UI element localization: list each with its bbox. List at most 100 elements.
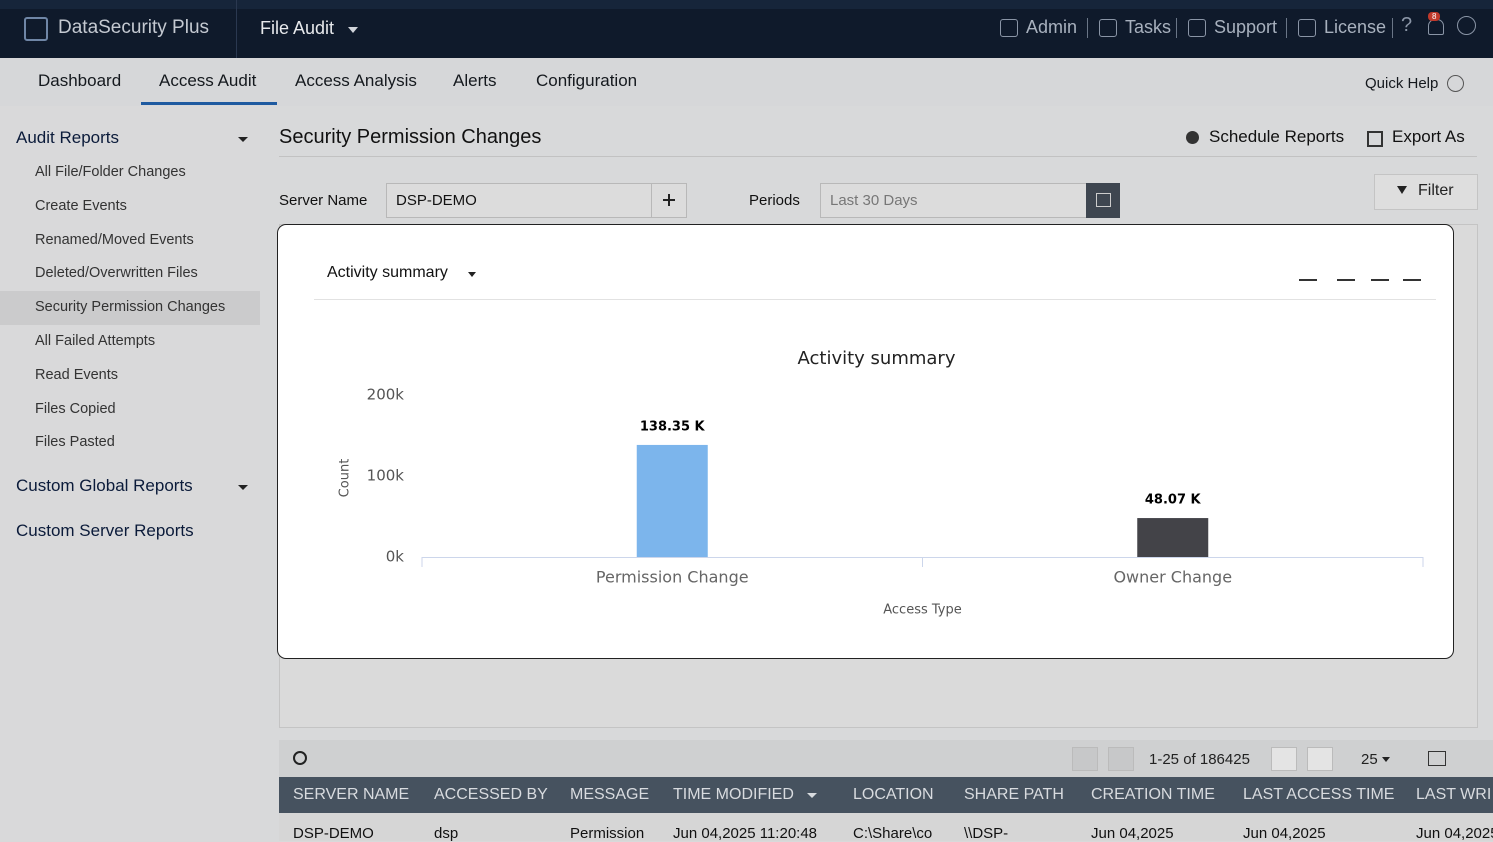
notification-badge[interactable]: 8 [1428,12,1441,21]
page-size-caret [1382,757,1390,762]
column-header[interactable]: CREATION TIME [1091,786,1215,803]
chart-tool-icon[interactable] [1299,261,1317,281]
y-tick-label: 200k [367,386,405,404]
table-cell: Jun 04,2025 [1091,825,1174,842]
nav-tab[interactable]: Access Analysis [295,71,417,90]
filter-button[interactable] [1374,174,1478,210]
pager-button[interactable] [1108,747,1134,771]
sidebar-active-row [0,291,260,326]
data-label: 48.07 K [1145,493,1202,508]
filter-label: Filter [1418,182,1454,199]
header-divider [236,0,237,58]
sidebar-caret [238,137,248,142]
server-input[interactable] [386,183,652,218]
export-icon [1367,131,1383,147]
nav-tab[interactable]: Configuration [536,71,638,90]
chart-tool-icon[interactable] [1337,261,1355,281]
header-link[interactable]: Tasks [1125,17,1172,37]
sidebar-item[interactable]: Renamed/Moved Events [35,231,194,248]
column-header[interactable]: SHARE PATH [964,786,1064,803]
column-header[interactable]: SERVER NAME [293,786,410,803]
modal-divider [314,299,1436,300]
nav-tab[interactable]: Access Audit [159,71,257,90]
bell-icon [1428,19,1444,35]
quick-help[interactable]: Quick Help [1365,75,1439,92]
chart: Activity summary Count Access Type 0k 100k 20… [338,348,1424,618]
header-separator [1176,18,1177,38]
search-icon[interactable] [293,751,307,765]
chart-tool-icon[interactable] [1371,261,1389,281]
header-top-strip [0,0,1493,9]
nav-tab[interactable]: Alerts [453,71,497,90]
bar [636,444,708,557]
chart-title: Activity summary [798,348,956,369]
chart-tool-icon[interactable] [1403,261,1421,281]
module-selector[interactable]: File Audit [260,18,335,38]
column-chooser[interactable] [1428,751,1446,766]
logo-icon [24,17,48,41]
sidebar-item[interactable]: Deleted/Overwritten Files [35,265,198,282]
header-separator [1286,18,1287,38]
column-header[interactable]: LAST WRI [1416,786,1492,803]
nav-bar [0,58,1493,106]
pager-button[interactable] [1271,747,1297,771]
sidebar-section-title[interactable]: Custom Server Reports [16,521,194,540]
page-title: Security Permission Changes [279,126,542,148]
sidebar-item[interactable]: Security Permission Changes [35,299,226,316]
pager-button[interactable] [1072,747,1098,771]
table-cell: DSP-DEMO [293,825,374,842]
header-link[interactable]: Support [1214,17,1278,37]
export-as[interactable]: Export As [1392,127,1465,146]
nav-tab[interactable]: Dashboard [38,71,122,90]
x-tick-label: Owner Change [1113,568,1232,587]
filter-icon [1397,186,1407,194]
sidebar-item[interactable]: All File/Folder Changes [35,164,186,180]
calendar-button[interactable] [1086,183,1120,218]
sidebar-item[interactable]: Files Copied [35,400,116,417]
header-link-icon [1298,19,1316,37]
x-tick-label: Permission Change [596,568,749,587]
table-cell: Permission [570,825,645,842]
sidebar-item[interactable]: Create Events [35,197,127,214]
table-cell: Jun 04,2025 [1243,825,1326,842]
sidebar-item[interactable]: Read Events [35,366,119,383]
selector-caret [468,272,476,277]
sidebar-section-title[interactable]: Custom Global Reports [16,476,193,495]
sidebar-section-title[interactable]: Audit Reports [16,128,119,147]
page-size[interactable]: 25 [1361,751,1378,768]
table-cell: Jun 04,2025 [1416,825,1493,842]
header-link[interactable]: License [1324,17,1387,37]
header-separator [1392,18,1393,38]
column-header[interactable]: MESSAGE [570,786,650,803]
pager-button[interactable] [1307,747,1333,771]
y-tick-label: 0k [386,548,405,566]
schedule-reports[interactable]: Schedule Reports [1209,127,1345,146]
calendar-icon [1096,193,1111,207]
app-name: DataSecurity Plus [58,17,210,38]
sidebar-item[interactable]: All Failed Attempts [35,333,156,349]
column-header[interactable]: LOCATION [853,786,934,803]
module-caret [348,27,358,33]
y-axis-label: Count [338,459,353,498]
periods-input[interactable] [820,183,1087,218]
chart-selector[interactable]: Activity summary [327,264,448,281]
sidebar-item[interactable]: Files Pasted [35,434,115,451]
active-tab-underline [141,102,277,105]
table-cell: dsp [434,825,459,842]
header-link-icon [1188,19,1206,37]
user-icon[interactable] [1457,16,1476,35]
periods-label: Periods [749,192,800,209]
data-label: 138.35 K [640,419,706,434]
column-header[interactable]: TIME MODIFIED [673,786,794,803]
column-header[interactable]: ACCESSED BY [434,786,548,803]
header [0,0,1493,58]
table-cell: Jun 04,2025 11:20:48 [673,825,818,842]
table-cell: \\DSP- [964,825,1009,842]
chart-modal: Activity summary Activity summary Count Acc… [277,224,1454,659]
sort-caret [807,793,817,798]
table-header [279,777,1493,813]
header-link[interactable]: Admin [1026,17,1078,37]
header-link-icon [1099,19,1117,37]
help-icon[interactable]: ? [1401,14,1413,36]
column-header[interactable]: LAST ACCESS TIME [1243,786,1395,803]
